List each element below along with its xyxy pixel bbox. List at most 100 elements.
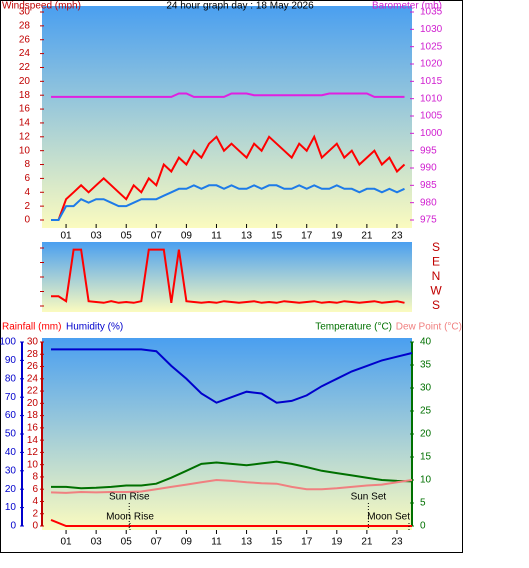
y-tick-label: 18 [27, 410, 39, 421]
x-tick-label: 13 [241, 537, 253, 548]
y-label: Windspeed (mph) [2, 1, 81, 12]
x-tick-label: 01 [61, 537, 73, 548]
y-tick-label: 10 [5, 502, 17, 513]
y2-label: Barometer (mb) [372, 1, 442, 12]
y-tick-label: 1035 [420, 7, 443, 18]
y-tick-label: 12 [19, 131, 31, 142]
x-tick-label: 11 [211, 231, 222, 242]
y-tick-label: 15 [420, 452, 432, 463]
frame [0, 0, 463, 553]
y-tick-label: 10 [27, 459, 39, 470]
plot-bg [42, 338, 412, 530]
x-tick-label: 05 [121, 537, 133, 548]
y-tick-label: 24 [19, 48, 31, 59]
y-tick-label: N [432, 269, 441, 283]
y-tick-label: 30 [27, 337, 39, 348]
y-tick-label: 980 [420, 197, 437, 208]
y-tick-label: 1020 [420, 59, 443, 70]
y-tick-label: 4 [24, 187, 30, 198]
x-tick-label: 09 [181, 537, 193, 548]
y-tick-label: 30 [5, 465, 17, 476]
y-tick-label: 5 [420, 498, 426, 509]
y-tick-label: E [432, 255, 440, 269]
x-tick-label: 03 [91, 231, 103, 242]
y-tick-label: 0 [24, 215, 30, 226]
series-line [51, 248, 405, 304]
y-tick-label: 1025 [420, 41, 443, 52]
x-tick-label: 23 [391, 231, 403, 242]
chart-title: 24 hour graph day : 18 May 2026 [166, 1, 314, 12]
y-tick-label: 24 [27, 373, 39, 384]
y-tick-label: 1000 [420, 128, 443, 139]
series-line [51, 134, 406, 221]
series-label: Temperature (°C) [315, 322, 392, 333]
y-tick-label: 1010 [420, 93, 443, 104]
series-label: Rainfall (mm) [2, 322, 61, 333]
x-tick-label: 03 [91, 537, 103, 548]
y-tick-label: 0 [420, 521, 426, 532]
y-tick-label: W [430, 284, 442, 298]
series-line [50, 478, 413, 494]
x-tick-label: 15 [271, 537, 283, 548]
y-tick-label: 8 [24, 159, 30, 170]
y-tick-label: 20 [5, 484, 17, 495]
y-tick-label: 990 [420, 163, 437, 174]
x-tick-label: 15 [271, 231, 283, 242]
annotation: Sun Set [351, 492, 387, 503]
y-tick-label: 100 [0, 337, 16, 348]
series-line [51, 348, 413, 404]
series-line [51, 184, 405, 221]
y-tick-label: 16 [19, 104, 31, 115]
y-tick-label: 14 [19, 118, 31, 129]
y-tick-label: 30 [19, 7, 31, 18]
x-tick-label: 21 [361, 537, 373, 548]
y-tick-label: 10 [19, 145, 31, 156]
x-tick-label: 23 [391, 537, 403, 548]
series-line [50, 518, 412, 527]
annotation: Moon Rise [106, 512, 154, 523]
x-tick-label: 19 [331, 537, 343, 548]
x-tick-label: 11 [211, 537, 222, 548]
annotation: Sun Rise [109, 492, 150, 503]
y-tick-label: S [432, 298, 440, 312]
y-tick-label: 28 [27, 349, 39, 360]
series-line [51, 460, 413, 490]
y-tick-label: 22 [19, 62, 31, 73]
y-tick-label: 6 [24, 173, 30, 184]
plot-bg [42, 6, 412, 228]
x-tick-label: 09 [181, 231, 193, 242]
y-tick-label: 12 [27, 447, 39, 458]
series-label: Humidity (%) [66, 322, 123, 333]
y-tick-label: 18 [19, 90, 31, 101]
y-tick-label: 975 [420, 215, 437, 226]
y-tick-label: 1005 [420, 111, 443, 122]
y-tick-label: S [432, 240, 440, 254]
x-tick-label: 21 [361, 231, 373, 242]
annotation: Moon Set [367, 512, 410, 523]
x-tick-label: 07 [151, 231, 163, 242]
y-tick-label: 985 [420, 180, 437, 191]
y-tick-label: 20 [420, 429, 432, 440]
y-tick-label: 40 [420, 337, 432, 348]
y-tick-label: 35 [420, 360, 432, 371]
y-tick-label: 20 [27, 398, 39, 409]
y-tick-label: 80 [5, 373, 17, 384]
plot-bg [42, 242, 412, 312]
x-tick-label: 19 [331, 231, 343, 242]
y-tick-label: 6 [32, 484, 38, 495]
y-tick-label: 70 [5, 392, 17, 403]
y-tick-label: 4 [32, 496, 38, 507]
y-tick-label: 1015 [420, 76, 443, 87]
y-tick-label: 26 [27, 361, 39, 372]
y-tick-label: 40 [5, 447, 17, 458]
x-tick-label: 17 [301, 537, 313, 548]
x-tick-label: 05 [121, 231, 133, 242]
y-tick-label: 26 [19, 34, 31, 45]
y-tick-label: 10 [420, 475, 432, 486]
y-tick-label: 0 [32, 521, 38, 532]
y-tick-label: 2 [24, 201, 30, 212]
y-tick-label: 60 [5, 410, 17, 421]
x-tick-label: 07 [151, 537, 163, 548]
y-tick-label: 28 [19, 21, 31, 32]
